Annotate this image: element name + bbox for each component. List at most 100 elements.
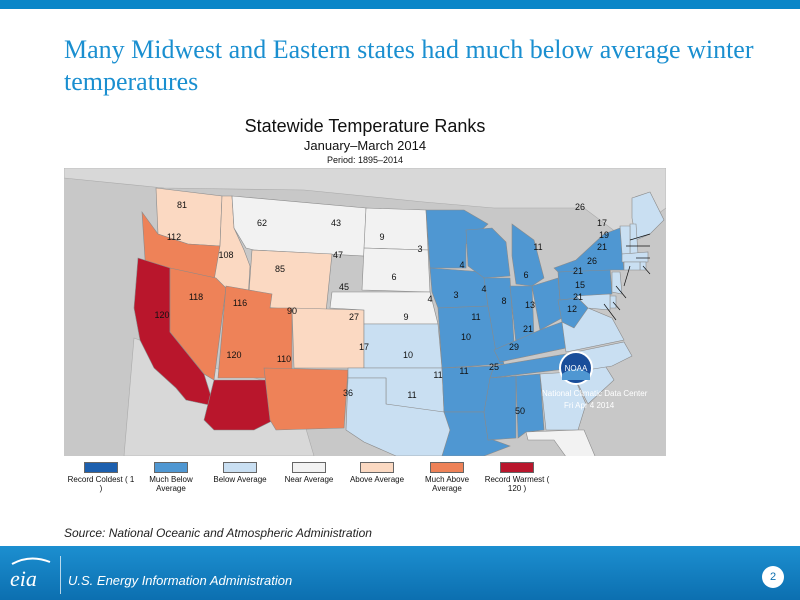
us-state-map: NOAA National Climatic Data Center Fri A… <box>64 168 666 456</box>
rank-MD: 12 <box>567 304 577 314</box>
rank-AR: 10 <box>403 350 413 360</box>
rank-NV: 118 <box>189 292 203 302</box>
top-accent-bar <box>0 0 800 9</box>
footer-divider <box>60 556 61 594</box>
state-WI <box>465 227 511 279</box>
map-period: Period: 1895–2014 <box>326 155 404 165</box>
legend-item-below: Below Average <box>205 462 275 484</box>
rank-WV: 8 <box>501 296 506 306</box>
rank-MI: 4 <box>459 260 464 270</box>
rank-ID: 108 <box>218 250 233 260</box>
rank-VA: 13 <box>525 300 535 310</box>
noaa-emblem: NOAA <box>559 351 593 385</box>
rank-RI: 26 <box>587 256 597 266</box>
legend-item-near: Near Average <box>274 462 344 484</box>
rank-IA: 6 <box>391 272 396 282</box>
rank-ME: 26 <box>575 202 585 212</box>
noaa-badge-text: NOAA <box>565 364 588 373</box>
legend-item-much-above: Much Above Average <box>412 462 482 493</box>
rank-WY: 85 <box>275 264 285 274</box>
rank-AL: 11 <box>459 366 468 376</box>
legend-swatch <box>84 462 118 473</box>
legend-label: Much Above Average <box>424 475 470 493</box>
rank-CO: 90 <box>287 306 297 316</box>
rank-GA: 25 <box>489 362 499 372</box>
legend-swatch <box>360 462 394 473</box>
rank-NE: 45 <box>339 282 349 292</box>
rank-TX: 36 <box>343 388 353 398</box>
noaa-center-name: National Climatic Data Center <box>542 389 648 398</box>
rank-CA: 120 <box>154 310 169 320</box>
rank-CT: 21 <box>573 266 583 276</box>
slide-title: Many Midwest and Eastern states had much… <box>64 35 754 96</box>
rank-NM: 110 <box>277 354 291 364</box>
legend-item-above: Above Average <box>342 462 412 484</box>
legend-label: Much Below Average <box>149 475 193 493</box>
rank-AZ: 120 <box>226 350 241 360</box>
legend-label: Below Average <box>213 475 267 484</box>
rank-NJ: 15 <box>575 280 585 290</box>
state-MA <box>621 251 649 263</box>
eia-logo: eia <box>10 557 51 591</box>
legend-swatch <box>154 462 188 473</box>
rank-MT: 62 <box>257 218 267 228</box>
source-note: Source: National Oceanic and Atmospheric… <box>64 526 372 540</box>
state-MD <box>575 293 611 311</box>
state-FL <box>525 429 596 456</box>
rank-IL: 4 <box>427 294 432 304</box>
footer-band: eia U.S. Energy Information Administrati… <box>0 546 800 600</box>
state-NM <box>263 367 349 431</box>
rank-NH: 17 <box>597 218 607 228</box>
rank-KS: 27 <box>349 312 359 322</box>
legend-label: Record Coldest ( 1 ) <box>67 475 135 493</box>
rank-DE: 21 <box>573 292 583 302</box>
canada-region <box>64 168 666 239</box>
rank-OH: 4 <box>481 284 486 294</box>
state-AL <box>515 373 545 439</box>
legend-swatch <box>500 462 534 473</box>
rank-SD: 47 <box>333 250 343 260</box>
rank-LA: 11 <box>407 390 416 400</box>
rank-WI: 3 <box>417 244 422 254</box>
rank-MS: 11 <box>433 370 442 380</box>
rank-MA: 21 <box>597 242 607 252</box>
rank-MN: 9 <box>379 232 384 242</box>
rank-PA: 6 <box>523 270 528 280</box>
rank-UT: 116 <box>233 298 247 308</box>
legend-item-much-below: Much Below Average <box>136 462 206 493</box>
rank-ND: 43 <box>331 218 341 228</box>
rank-MO: 9 <box>403 312 408 322</box>
rank-NC: 21 <box>523 324 533 334</box>
rank-OK: 17 <box>359 342 369 352</box>
rank-TN: 10 <box>461 332 471 342</box>
page-number: 2 <box>762 566 784 588</box>
legend-label: Above Average <box>349 475 405 484</box>
state-CT <box>623 261 641 271</box>
noaa-date: Fri Apr 4 2014 <box>564 401 615 410</box>
map-subtitle: January–March 2014 <box>303 138 427 153</box>
temperature-rank-map-panel: Statewide Temperature Ranks January–Marc… <box>64 108 666 510</box>
state-NJ <box>611 271 623 295</box>
state-MS <box>483 375 517 441</box>
map-title: Statewide Temperature Ranks <box>244 116 486 136</box>
legend-swatch <box>223 462 257 473</box>
legend-swatch <box>292 462 326 473</box>
legend-label: Record Warmest ( 120 ) <box>484 475 550 493</box>
rank-labels: 81 112 120 108 118 62 85 116 120 90 110 … <box>154 200 609 416</box>
state-KS <box>363 323 443 369</box>
rank-NY: 11 <box>533 242 542 252</box>
legend-item-record-warmest: Record Warmest ( 120 ) <box>482 462 552 493</box>
state-VT <box>619 225 631 255</box>
rank-VT: 19 <box>599 230 609 240</box>
legend-swatch <box>430 462 464 473</box>
state-SD <box>361 247 431 293</box>
rank-OR: 112 <box>167 232 181 242</box>
legend-item-record-coldest: Record Coldest ( 1 ) <box>66 462 136 493</box>
footer-organization: U.S. Energy Information Administration <box>68 573 293 588</box>
rank-IN: 3 <box>453 290 458 300</box>
rank-FL: 50 <box>515 406 525 416</box>
rank-KY: 11 <box>471 312 480 322</box>
eia-logo-text: eia <box>10 566 37 591</box>
rank-WA: 81 <box>177 200 187 210</box>
rank-SC: 29 <box>509 342 519 352</box>
